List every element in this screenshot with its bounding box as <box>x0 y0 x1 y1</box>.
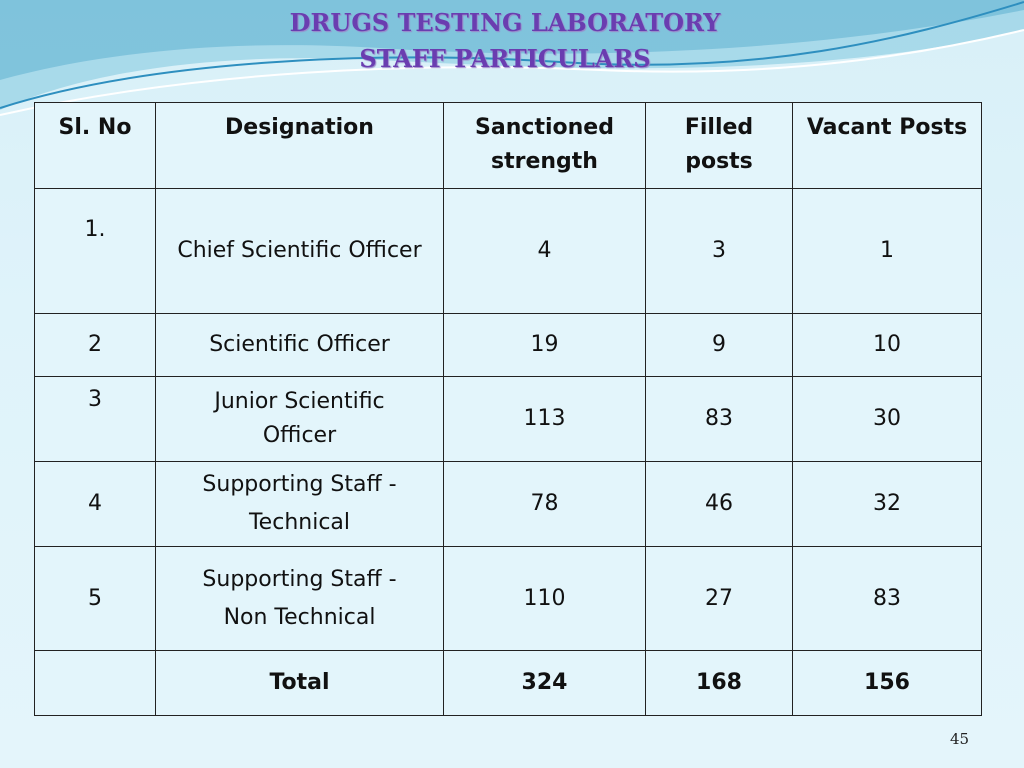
row: 4 Supporting Staff - Technical 78 46 32 <box>34 461 982 547</box>
total-vacant: 156 <box>792 650 982 716</box>
row: 1. Chief Scientific Officer 4 3 1 <box>34 188 982 314</box>
filled: 46 <box>645 461 793 547</box>
designation: Supporting Staff - Non Technical <box>155 546 444 651</box>
designation: Junior Scientific Officer <box>155 376 444 462</box>
sanctioned: 4 <box>443 188 646 314</box>
filled: 27 <box>645 546 793 651</box>
vacant: 83 <box>792 546 982 651</box>
total-filled: 168 <box>645 650 793 716</box>
sanctioned: 78 <box>443 461 646 547</box>
column-header: Sl. No <box>34 102 156 189</box>
staff-table: Sl. No Designation Sanctioned strength F… <box>34 102 982 716</box>
total-label: Total <box>155 650 444 716</box>
vacant: 32 <box>792 461 982 547</box>
sl-no: 4 <box>34 461 156 547</box>
sl-no: 1. <box>34 188 156 314</box>
header-row: Sl. No Designation Sanctioned strength F… <box>34 102 982 189</box>
header-waves <box>0 0 1024 116</box>
designation: Scientific Officer <box>155 313 444 377</box>
filled: 3 <box>645 188 793 314</box>
sanctioned: 19 <box>443 313 646 377</box>
total-row: Total 324 168 156 <box>34 650 982 716</box>
sl-no: 2 <box>34 313 156 377</box>
subtitle: STAFF PARTICULARS <box>359 44 651 73</box>
row: 5 Supporting Staff - Non Technical 110 2… <box>34 546 982 651</box>
vacant: 1 <box>792 188 982 314</box>
vacant: 30 <box>792 376 982 462</box>
sl-no: 3 <box>34 376 156 462</box>
sanctioned: 113 <box>443 376 646 462</box>
column-header: Sanctioned strength <box>443 102 646 189</box>
vacant: 10 <box>792 313 982 377</box>
filled: 83 <box>645 376 793 462</box>
page-number: 45 <box>950 730 970 748</box>
title: DRUGS TESTING LABORATORY <box>289 8 721 37</box>
sanctioned: 110 <box>443 546 646 651</box>
empty-cell <box>34 650 156 716</box>
filled: 9 <box>645 313 793 377</box>
column-header: Designation <box>155 102 444 189</box>
column-header: Vacant Posts <box>792 102 982 189</box>
row: 2 Scientific Officer 19 9 10 <box>34 313 982 377</box>
sl-no: 5 <box>34 546 156 651</box>
designation: Supporting Staff - Technical <box>155 461 444 547</box>
designation: Chief Scientific Officer <box>155 188 444 314</box>
row: 3 Junior Scientific Officer 113 83 30 <box>34 376 982 462</box>
total-sanctioned: 324 <box>443 650 646 716</box>
column-header: Filled posts <box>645 102 793 189</box>
